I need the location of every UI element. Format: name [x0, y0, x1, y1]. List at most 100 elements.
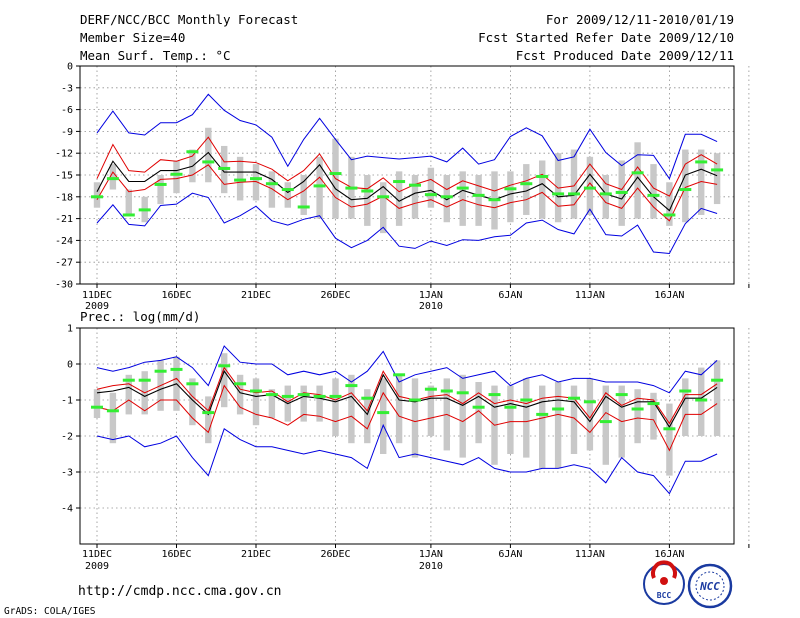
footer-credit: GrADS: COLA/IGES [4, 606, 96, 617]
x-tick-label: 11JAN [575, 290, 605, 301]
footer-url: http://cmdp.ncc.cma.gov.cn [78, 584, 282, 599]
y-tick-label: -15 [55, 171, 73, 182]
x-tick-label: 26DEC [320, 290, 350, 301]
spread-box [634, 389, 641, 444]
x-year-label: 2009 [85, 301, 109, 312]
spread-box [205, 396, 212, 444]
spread-box [698, 367, 705, 436]
x-tick-label: 21DEC [241, 290, 271, 301]
spread-box [189, 378, 196, 426]
x-tick-label: 16JAN [654, 290, 684, 301]
x-tick-label: 1JAN [419, 290, 443, 301]
spread-box [411, 175, 419, 219]
spread-box [236, 374, 244, 415]
series-upper-line [96, 366, 718, 425]
spread-box [173, 160, 180, 194]
spread-box [650, 164, 657, 219]
spread-box [475, 175, 482, 226]
x-tick-label: 16DEC [161, 549, 191, 560]
spread-box [300, 385, 307, 422]
series-max-line [96, 93, 718, 180]
x-tick-label: 1JAN [419, 549, 443, 560]
spread-box [666, 182, 673, 226]
spread-box [523, 164, 530, 215]
y-tick-label: -24 [55, 236, 73, 247]
x-tick-label: 11DEC [82, 549, 112, 560]
bcc-logo-arc [651, 560, 677, 579]
spread-box [427, 167, 435, 208]
spread-box [380, 182, 387, 234]
ncc-logo-globe [695, 571, 725, 601]
x-tick-label: 11DEC [82, 290, 112, 301]
spread-box [395, 374, 403, 444]
spread-box [682, 378, 689, 436]
spread-box [125, 374, 132, 415]
spread-box [554, 382, 562, 469]
spread-box [316, 156, 323, 219]
spread-box [666, 403, 673, 476]
series-mean-line [96, 370, 718, 429]
precipitation-panel: 1 0 -1 -2 -3 -4 11DEC 16DEC 21DEC 26DEC 1JAN 6JAN 11… [61, 324, 750, 572]
precip-panel-title: Prec.: log(mm/d) [80, 309, 200, 324]
spread-box [507, 385, 514, 454]
spread-box [539, 160, 546, 219]
spread-box [284, 182, 291, 208]
y-tick-label: -2 [61, 432, 73, 443]
bcc-logo-text: BCC [657, 591, 672, 600]
spread-box [459, 171, 466, 226]
bcc-logo-dot [660, 577, 668, 585]
spread-box [602, 175, 609, 219]
spread-box [252, 164, 260, 201]
spread-box [252, 378, 260, 426]
y-tick-label: 0 [67, 360, 73, 371]
y-tick-label: -3 [61, 468, 73, 479]
y-tick-label: 1 [67, 324, 73, 335]
y-tick-label: -4 [61, 504, 73, 515]
spread-box [93, 389, 101, 418]
y-tick-label: -30 [55, 280, 73, 291]
spread-box [395, 171, 403, 226]
spread-box [523, 378, 530, 458]
spread-box [443, 175, 450, 223]
y-tick-label: -6 [61, 105, 73, 116]
spread-box [411, 378, 419, 458]
spread-box [109, 164, 117, 190]
y-tick-label: -18 [55, 192, 73, 203]
x-year-label: 2010 [419, 301, 443, 312]
series-max-line [96, 345, 718, 394]
series-lower-line [96, 164, 718, 222]
temperature-panel: 0 -3 -6 -9 -12 -15 -18 -21 -24 -27 -30 11DEC 16DEC 21… [55, 62, 750, 312]
spread-box [570, 149, 578, 219]
spread-box [459, 374, 466, 458]
spread-box [109, 392, 117, 444]
spread-box [570, 385, 578, 454]
bcc-logo: BCC [643, 560, 685, 605]
series-upper-line [96, 136, 718, 197]
spread-box [316, 385, 323, 422]
x-year-label: 2009 [85, 561, 109, 572]
y-tick-label: -12 [55, 149, 73, 160]
spread-box [364, 389, 371, 444]
y-tick-label: -27 [55, 258, 73, 269]
x-tick-label: 6JAN [498, 290, 522, 301]
spread-box [380, 378, 387, 454]
header-member-size: Member Size=40 [80, 30, 185, 45]
spread-box [650, 392, 657, 440]
header-start-date: Fcst Started Refer Date 2009/12/10 [478, 30, 734, 45]
spread-box [713, 360, 721, 436]
spread-box [93, 182, 101, 208]
x-tick-label: 6JAN [498, 549, 522, 560]
ncc-logo: NCC [687, 563, 733, 609]
x-tick-label: 16DEC [161, 290, 191, 301]
spread-box [602, 385, 609, 465]
spread-box [364, 175, 371, 226]
spread-box [507, 171, 514, 223]
y-tick-label: -9 [61, 127, 73, 138]
spread-box [713, 153, 721, 205]
series-min-line [96, 423, 718, 495]
spread-box [205, 127, 212, 183]
series-mean-line [96, 151, 718, 212]
y-tick-label: -21 [55, 214, 73, 225]
spread-box [221, 353, 228, 408]
